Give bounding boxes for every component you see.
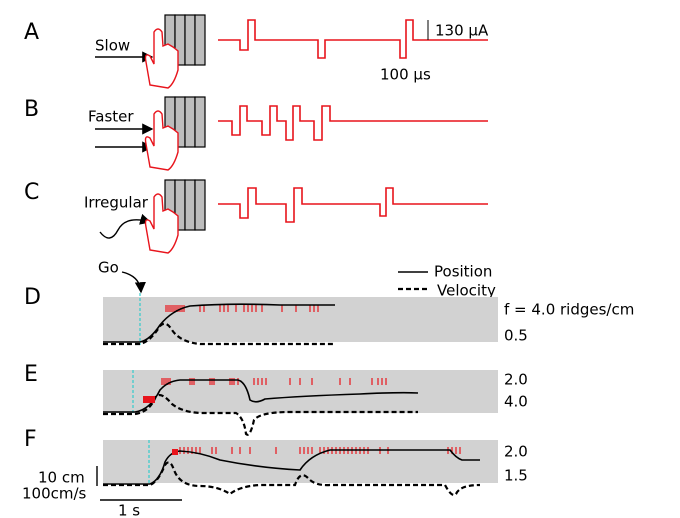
spike-ticks: [161, 378, 387, 385]
trace-background: [103, 370, 498, 413]
pulse-train: [218, 187, 488, 223]
hand: [144, 193, 179, 254]
grating: [164, 96, 206, 148]
scale-label: 100 μs: [380, 66, 431, 84]
scale-label: 1 s: [118, 502, 140, 518]
annotation: 0.5: [504, 327, 528, 345]
trace-background: [103, 297, 498, 342]
velocity-trace: [103, 322, 335, 346]
arrow: [99, 213, 152, 239]
stimulus-label: Faster: [88, 108, 134, 126]
panel-label: A: [24, 20, 39, 45]
spike-burst: [143, 396, 155, 403]
annotation: 4.0: [504, 393, 528, 411]
hand: [144, 110, 179, 171]
panel-label: B: [24, 97, 39, 122]
position-trace: [103, 303, 335, 343]
go-label: Go: [98, 259, 119, 277]
spike-burst: [172, 449, 178, 455]
grating: [164, 14, 206, 66]
stimulus-label: Slow: [95, 37, 130, 55]
legend-label: Position: [434, 263, 492, 281]
panel-label: F: [24, 427, 37, 452]
grating: [164, 179, 206, 231]
annotation: 1.5: [504, 467, 528, 485]
panel-label: C: [24, 180, 39, 205]
pulse-train: [218, 105, 488, 141]
scale-label: 130 μA: [435, 22, 489, 40]
annotation: f = 4.0 ridges/cm: [504, 301, 634, 319]
velocity-trace: [103, 393, 418, 436]
position-trace: [103, 449, 480, 485]
panel-label: E: [24, 362, 38, 387]
velocity-trace: [103, 461, 481, 497]
pulse-train: [218, 19, 488, 59]
annotation: 2.0: [504, 443, 528, 461]
scale-label: 10 cm: [38, 469, 85, 487]
hand: [144, 28, 179, 89]
legend-label: Velocity: [437, 282, 496, 300]
position-trace: [103, 379, 419, 413]
scale-label: 100cm/s: [22, 485, 87, 503]
arrow: [121, 271, 146, 294]
annotation: 2.0: [504, 371, 528, 389]
panel-label: D: [24, 285, 41, 310]
stimulus-label: Irregular: [84, 194, 149, 212]
